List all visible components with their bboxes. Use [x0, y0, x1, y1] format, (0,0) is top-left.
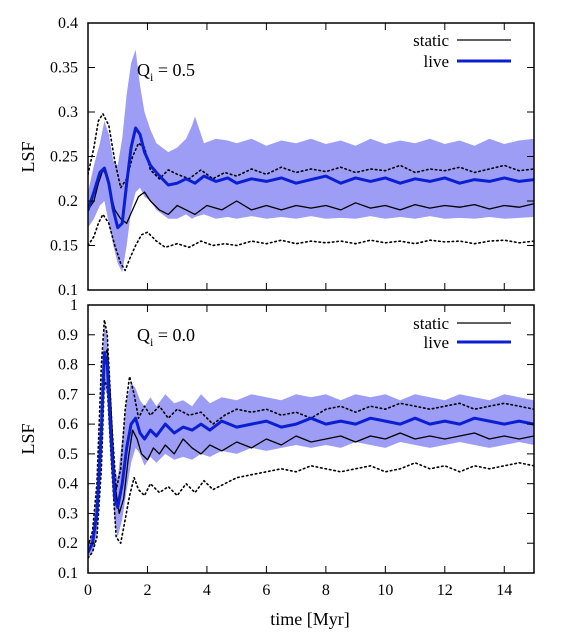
panel-top-ytick-label: 0.2 [58, 193, 78, 210]
panel-top-ytick-label: 0.35 [50, 60, 78, 77]
panel-bottom-xtick-label: 8 [322, 582, 330, 599]
panel-top-series-static [88, 169, 534, 224]
panel-top-series-live [88, 126, 534, 230]
panel-bottom-ytick-label: 0.6 [58, 416, 78, 433]
panel-bottom-annotation: Qi = 0.0 [137, 325, 195, 349]
panel-top-clip-group [88, 49, 534, 273]
panel-top-ytick-label: 0.3 [58, 104, 78, 121]
panel-top-ytick-label: 0.4 [58, 15, 78, 32]
panel-bottom-xtick-label: 12 [437, 582, 453, 599]
panel-bottom-series-static-lower [88, 378, 534, 559]
panel-bottom-series-live [88, 351, 534, 554]
panel-bottom-series-static-upper [88, 319, 534, 548]
panel-bottom-xtick-label: 0 [84, 582, 92, 599]
panel-top-ytick-label: 0.25 [50, 149, 78, 166]
panel-bottom-ytick-label: 0.1 [58, 565, 78, 582]
panel-bottom-legend: static live [413, 314, 511, 352]
panel-bottom-xtick-label: 10 [377, 582, 393, 599]
panel-bottom-xtick-label: 6 [262, 582, 270, 599]
panel-top-legend-live-label: live [424, 52, 450, 71]
panel-top-plot [88, 49, 534, 273]
panel-bottom-annotation-rest: = 0.0 [153, 325, 195, 345]
panel-bottom-xlabel: time [Myr] [270, 609, 349, 629]
panel-bottom-xtick-label: 2 [143, 582, 151, 599]
panel-bottom-legend-live-label: live [424, 333, 450, 352]
panel-top-annotation-rest: = 0.5 [153, 60, 195, 80]
panel-bottom-ytick-label: 0.5 [58, 446, 78, 463]
panel-top-annotation-q: Q [137, 60, 150, 80]
panel-bottom: 0 2 4 6 8 10 12 140.10.20.30.40.50.60.70.80.91 … [18, 297, 535, 629]
panel-bottom-xtick-label: 4 [203, 582, 211, 599]
panel-bottom-ytick-label: 0.7 [58, 386, 78, 403]
panel-top-annotation: Qi = 0.5 [137, 60, 195, 84]
panel-bottom-ytick-label: 1 [70, 297, 78, 314]
panel-bottom-series-static [88, 349, 534, 553]
panel-bottom-ylabel: LSF [18, 423, 38, 454]
panel-bottom-ytick-label: 0.3 [58, 505, 78, 522]
panel-bottom-ytick-label: 0.4 [58, 476, 78, 493]
panel-top-annotation-sub: i [150, 70, 154, 84]
panel-bottom-annotation-q: Q [137, 325, 150, 345]
panel-bottom-plot [88, 319, 534, 559]
panel-top-ylabel: LSF [18, 141, 38, 172]
panel-bottom-ticks: 0 2 4 6 8 10 12 14 0.1 0.2 0.3 0.4 0.5 0.6 0.7 0.8 0.9 1 [58, 297, 534, 599]
panel-bottom-annotation-sub: i [150, 335, 154, 349]
panel-top-ytick-label: 0.15 [50, 238, 78, 255]
panel-bottom-ytick-label: 0.2 [58, 535, 78, 552]
panel-bottom-ytick-label: 0.9 [58, 327, 78, 344]
panel-top-legend-static-label: static [413, 31, 449, 50]
panel-bottom-clip-group [88, 319, 534, 559]
panel-top-ticks: 0.1 0.15 0.2 0.25 0.3 0.35 0.4 [50, 15, 534, 299]
panel-top-ytick-label: 0.1 [58, 282, 78, 299]
panel-top-legend: static live [413, 31, 511, 71]
panel-top: 0.1 0.15 0.2 0.25 0.3 0.35 0.4 LSF Qi = 0.5 st… [18, 15, 535, 299]
panel-bottom-frame [87, 304, 535, 574]
panel-top-series-static-lower [88, 213, 534, 272]
panel-bottom-xtick-label: 14 [496, 582, 512, 599]
panel-top-series-static-upper [88, 113, 534, 189]
panel-bottom-ytick-label: 0.8 [58, 357, 78, 374]
panel-top-band-live-range [88, 49, 534, 273]
panel-bottom-legend-static-label: static [413, 314, 449, 333]
